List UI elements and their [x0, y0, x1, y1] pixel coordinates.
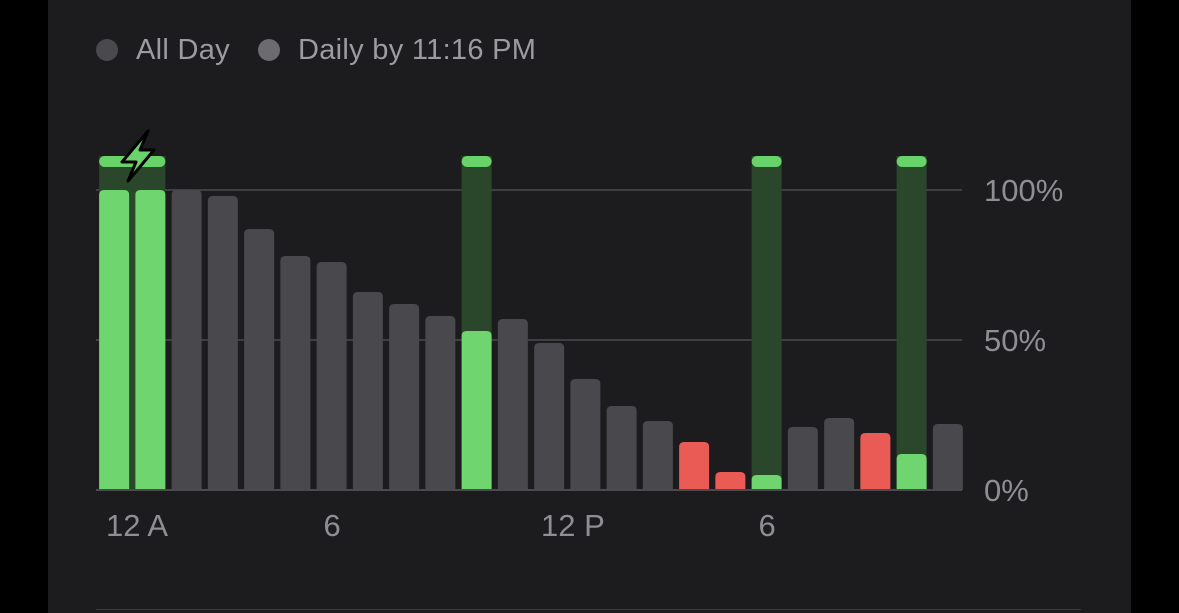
- bar: [751, 475, 782, 490]
- bar: [280, 256, 311, 490]
- bar: [715, 472, 746, 490]
- bar: [606, 406, 637, 490]
- bar: [171, 190, 202, 490]
- bar: [642, 421, 673, 490]
- bar: [679, 442, 710, 490]
- x-tick-label: 12 P: [541, 508, 605, 543]
- legend-all-day-label: All Day: [136, 33, 230, 66]
- bar: [461, 331, 492, 490]
- bar: [896, 454, 927, 490]
- x-tick-label: 6: [759, 508, 776, 543]
- bar: [932, 424, 963, 490]
- bar: [860, 433, 891, 490]
- bar: [207, 196, 238, 490]
- bar: [425, 316, 456, 490]
- y-tick-label: 100%: [984, 173, 1063, 208]
- bar: [497, 319, 528, 490]
- charging-cap: [461, 156, 492, 167]
- bar: [316, 262, 347, 490]
- bar: [570, 379, 601, 490]
- legend-daily[interactable]: Daily by 11:16 PM: [257, 33, 537, 67]
- charging-band: [751, 156, 782, 490]
- charging-cap: [896, 156, 927, 167]
- legend-daily-label: Daily by 11:16 PM: [297, 33, 537, 66]
- bottom-divider: [96, 609, 1081, 610]
- y-tick-label: 50%: [984, 323, 1046, 358]
- bar: [352, 292, 383, 490]
- legend-all-day[interactable]: All Day: [96, 34, 230, 67]
- bar: [244, 229, 275, 490]
- bar: [824, 418, 855, 490]
- bar: [389, 304, 420, 490]
- charging-band: [896, 156, 927, 490]
- bar: [787, 427, 818, 490]
- bar: [534, 343, 565, 490]
- chart-legend: All Day Daily by 11:16 PM: [96, 30, 564, 70]
- legend-all-day-dot: [96, 39, 118, 61]
- y-tick-label: 0%: [984, 473, 1029, 508]
- legend-daily-dot: [257, 39, 280, 61]
- lightning-bolt-icon: [120, 129, 156, 183]
- bar: [99, 190, 130, 490]
- bar: [135, 190, 166, 490]
- charging-cap: [751, 156, 782, 167]
- x-tick-label: 6: [324, 508, 341, 543]
- x-tick-label: 12 A: [106, 508, 168, 543]
